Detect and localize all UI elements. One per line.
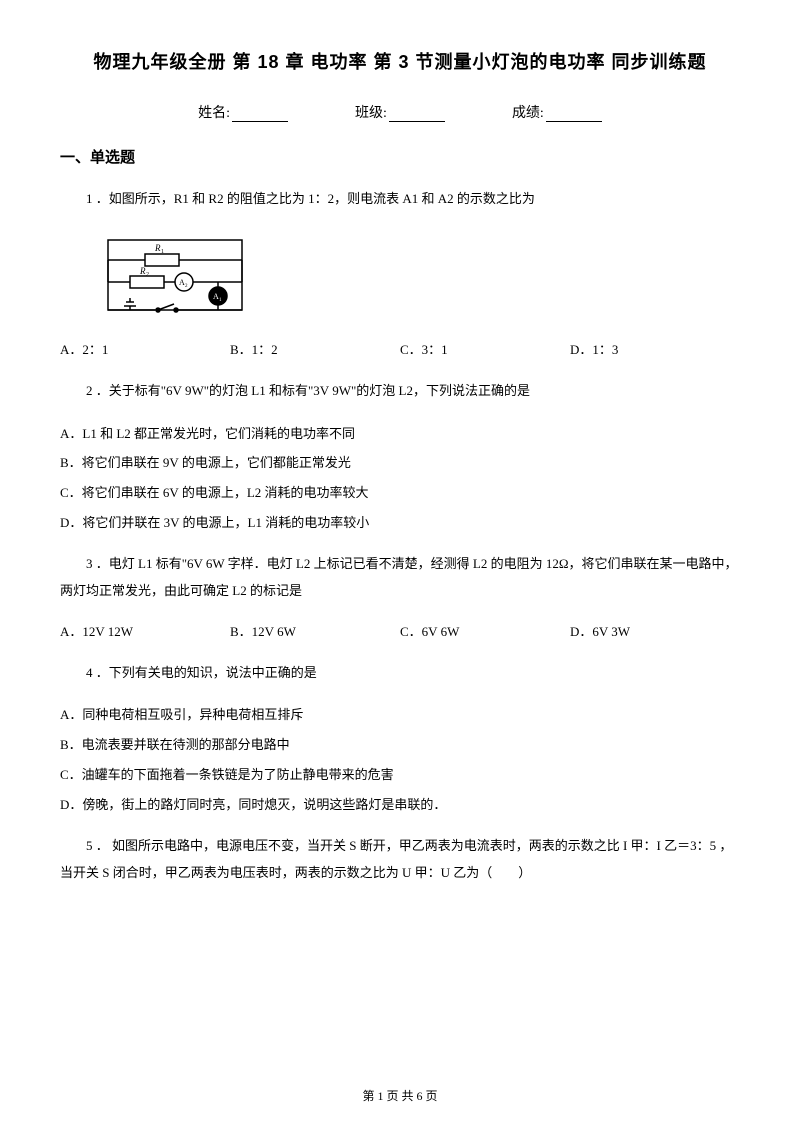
- page-title: 物理九年级全册 第 18 章 电功率 第 3 节测量小灯泡的电功率 同步训练题: [60, 48, 740, 74]
- q4-opt-b: B．电流表要并联在待测的那部分电路中: [60, 730, 740, 760]
- q1-opt-a: A．2：1: [60, 337, 230, 363]
- q4-text: 4 ．下列有关电的知识，说法中正确的是: [60, 659, 740, 686]
- name-label: 姓名:: [198, 106, 230, 121]
- q3-opt-d: D．6V 3W: [570, 619, 740, 645]
- svg-text:R: R: [139, 266, 146, 276]
- class-blank: [389, 108, 445, 122]
- form-line: 姓名: 班级: 成绩:: [60, 102, 740, 122]
- q1-text: 1 ．如图所示，R1 和 R2 的阻值之比为 1：2，则电流表 A1 和 A2 …: [60, 185, 740, 212]
- q3-options: A．12V 12W B．12V 6W C．6V 6W D．6V 3W: [60, 619, 740, 645]
- section-heading: 一、单选题: [60, 146, 740, 167]
- score-label: 成绩:: [512, 106, 544, 121]
- q1-opt-b: B．1：2: [230, 337, 400, 363]
- q3-opt-c: C．6V 6W: [400, 619, 570, 645]
- svg-text:2: 2: [146, 272, 149, 278]
- q3-opt-a: A．12V 12W: [60, 619, 230, 645]
- q4-opt-d: D．傍晚，街上的路灯同时亮，同时熄灭，说明这些路灯是串联的．: [60, 790, 740, 820]
- score-blank: [546, 108, 602, 122]
- name-blank: [232, 108, 288, 122]
- q1-opt-d: D．1：3: [570, 337, 740, 363]
- q1-options: A．2：1 B．1：2 C．3：1 D．1：3: [60, 337, 740, 363]
- q1-circuit-diagram: R1 R2 A2 A1: [100, 234, 250, 324]
- q2-opt-a: A．L1 和 L2 都正常发光时，它们消耗的电功率不同: [60, 419, 740, 449]
- q1-opt-c: C．3：1: [400, 337, 570, 363]
- class-label: 班级:: [355, 106, 387, 121]
- q2-opt-b: B．将它们串联在 9V 的电源上，它们都能正常发光: [60, 448, 740, 478]
- q5-text: 5 ． 如图所示电路中，电源电压不变，当开关 S 断开，甲乙两表为电流表时，两表…: [60, 832, 740, 887]
- q2-text: 2 ．关于标有"6V 9W"的灯泡 L1 和标有"3V 9W"的灯泡 L2，下列…: [60, 377, 740, 404]
- svg-text:R: R: [154, 243, 161, 253]
- q4-opt-a: A．同种电荷相互吸引，异种电荷相互排斥: [60, 700, 740, 730]
- q3-opt-b: B．12V 6W: [230, 619, 400, 645]
- q4-opt-c: C．油罐车的下面拖着一条铁链是为了防止静电带来的危害: [60, 760, 740, 790]
- q2-opt-c: C．将它们串联在 6V 的电源上，L2 消耗的电功率较大: [60, 478, 740, 508]
- svg-text:1: 1: [161, 249, 164, 255]
- page-footer: 第 1 页 共 6 页: [0, 1087, 800, 1104]
- q2-opt-d: D．将它们并联在 3V 的电源上，L1 消耗的电功率较小: [60, 508, 740, 538]
- q3-text: 3 ．电灯 L1 标有"6V 6W 字样．电灯 L2 上标记已看不清楚，经测得 …: [60, 550, 740, 605]
